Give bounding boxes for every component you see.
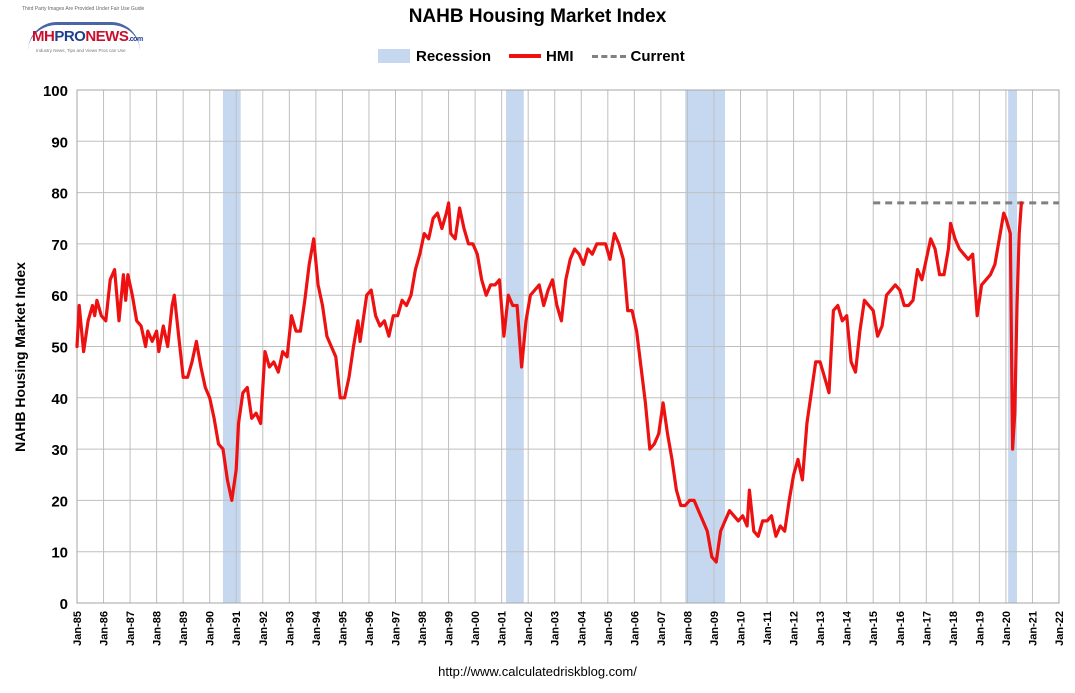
- x-tick-label: Jan-99: [444, 611, 456, 646]
- source-url: http://www.calculatedriskblog.com/: [438, 664, 637, 679]
- x-tick-label: Jan-98: [417, 611, 429, 646]
- legend-item-current: Current: [591, 47, 685, 65]
- legend-label-recession: Recession: [416, 47, 492, 65]
- logo-fine-print: Third Party Images Are Provided Under Fa…: [22, 6, 144, 12]
- x-tick-label: Jan-88: [152, 611, 164, 646]
- x-tick-label: Jan-90: [205, 611, 217, 646]
- x-tick-label: Jan-14: [842, 610, 854, 646]
- logo-pro: PRO: [54, 28, 86, 45]
- x-tick-label: Jan-20: [1001, 611, 1013, 646]
- x-tick-label: Jan-87: [125, 611, 137, 646]
- x-tick-label: Jan-85: [72, 611, 84, 646]
- y-tick-label: 20: [51, 493, 68, 510]
- x-tick-label: Jan-97: [390, 611, 402, 646]
- logo-swoosh: [28, 22, 140, 51]
- chart-legend: Recession HMI Current: [378, 46, 703, 66]
- y-tick-label: 90: [51, 134, 68, 151]
- logo-mh: MH: [32, 28, 55, 45]
- x-tick-label: Jan-02: [523, 611, 535, 646]
- x-tick-label: Jan-21: [1027, 611, 1039, 646]
- legend-item-recession: Recession: [378, 48, 491, 65]
- x-tick-label: Jan-11: [762, 611, 774, 645]
- x-tick-label: Jan-09: [709, 611, 721, 646]
- x-tick-label: Jan-04: [576, 610, 588, 646]
- x-tick-label: Jan-15: [868, 611, 880, 646]
- y-tick-label: 30: [51, 442, 68, 459]
- x-tick-label: Jan-05: [603, 611, 615, 646]
- y-tick-label: 50: [51, 340, 68, 357]
- legend-swatch-recession: [378, 49, 410, 63]
- x-tick-label: Jan-86: [99, 611, 111, 646]
- legend-label-current: Current: [630, 47, 685, 65]
- x-tick-label: Jan-12: [789, 611, 801, 646]
- chart-title: NAHB Housing Market Index: [408, 6, 667, 27]
- logo-com: .com: [128, 36, 143, 43]
- x-tick-label: Jan-91: [231, 611, 243, 646]
- x-tick-label: Jan-03: [550, 611, 562, 646]
- x-tick-label: Jan-95: [337, 611, 349, 646]
- x-tick-label: Jan-06: [629, 611, 641, 646]
- x-tick-label: Jan-10: [736, 611, 748, 646]
- x-tick-label: Jan-17: [921, 611, 933, 646]
- legend-label-hmi: HMI: [546, 47, 574, 65]
- logo-tagline: Industry News, Tips and Views Pros can U…: [36, 48, 126, 53]
- legend-swatch-hmi: [509, 54, 542, 58]
- y-tick-label: 100: [43, 83, 68, 100]
- x-tick-label: Jan-19: [974, 611, 986, 646]
- mhpronews-logo: Third Party Images Are Provided Under Fa…: [22, 6, 144, 60]
- x-tick-label: Jan-92: [258, 611, 270, 646]
- y-tick-label: 80: [51, 186, 68, 203]
- y-tick-label: 60: [51, 288, 68, 305]
- x-tick-label: Jan-96: [364, 611, 376, 646]
- legend-item-hmi: HMI: [509, 48, 574, 65]
- x-tick-label: Jan-01: [497, 611, 509, 646]
- x-tick-label: Jan-07: [656, 611, 668, 646]
- x-tick-label: Jan-08: [682, 611, 694, 646]
- logo-wordmark: MHPRONEWS.com: [32, 28, 143, 45]
- hmi-line: [75, 201, 1023, 564]
- y-tick-label: 10: [51, 545, 68, 562]
- x-tick-label: Jan-89: [178, 611, 190, 646]
- x-tick-label: Jan-22: [1054, 611, 1066, 646]
- x-tick-label: Jan-13: [815, 611, 827, 646]
- x-tick-label: Jan-93: [284, 611, 296, 646]
- x-tick-label: Jan-00: [470, 611, 482, 646]
- x-tick-label: Jan-18: [948, 611, 960, 646]
- legend-swatch-current: [591, 54, 626, 58]
- y-tick-label: 70: [51, 237, 68, 254]
- y-tick-label: 40: [51, 391, 68, 408]
- y-tick-label: 0: [60, 596, 68, 613]
- x-tick-label: Jan-94: [311, 610, 323, 646]
- logo-news: NEWS: [85, 28, 129, 45]
- x-tick-label: Jan-16: [895, 611, 907, 646]
